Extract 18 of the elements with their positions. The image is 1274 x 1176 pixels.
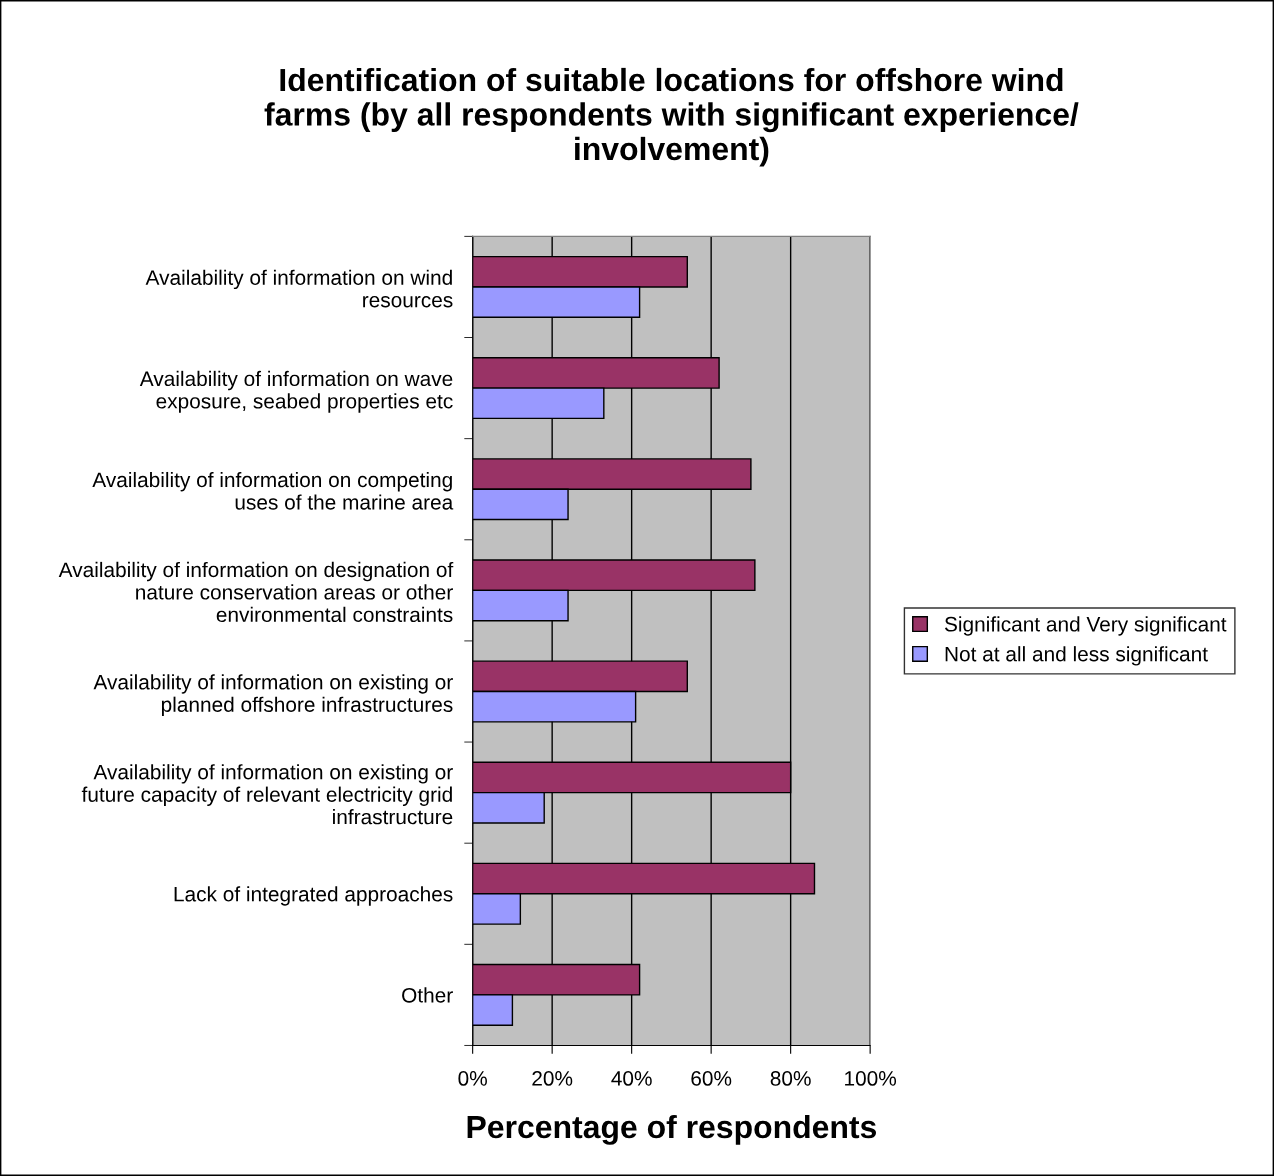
x-tick-label: 100%: [845, 1071, 897, 1086]
legend-label: Not at all and less significant: [945, 646, 1208, 666]
y-tick-label: Availability of information on designation of nature conservation areas or other environmental constraints: [58, 561, 454, 623]
y-tick-label: Availability of information on existing or future capacity of relevant electricity grid infrastructure: [81, 764, 453, 825]
legend-label: Significant and Very significant: [944, 616, 1227, 636]
y-tick-label: Availability of information on wind resources: [145, 269, 453, 308]
y-tick-label: Lack of integrated approaches: [174, 886, 453, 906]
y-tick-label: Availability of information on wave exposure, seabed properties etc: [139, 370, 453, 413]
x-tick-label: 60%: [691, 1071, 732, 1086]
y-tick-label: Availability of information on existing or planned offshore infrastructures: [93, 674, 453, 717]
y-tick-label: Availability of information on competing uses of the marine area: [92, 471, 454, 510]
x-tick-label: 40%: [611, 1071, 652, 1086]
chart-title: Identification of suitable locations for offshore wind farms (by all respondents with significant experience/ involvement): [264, 67, 1079, 167]
x-axis-title: Percentage of respondents: [467, 1114, 877, 1145]
x-tick-label: 80%: [770, 1071, 811, 1086]
x-tick-label: 20%: [532, 1071, 573, 1086]
y-tick-label: Other: [402, 987, 453, 1003]
x-tick-label: 0%: [458, 1071, 487, 1086]
